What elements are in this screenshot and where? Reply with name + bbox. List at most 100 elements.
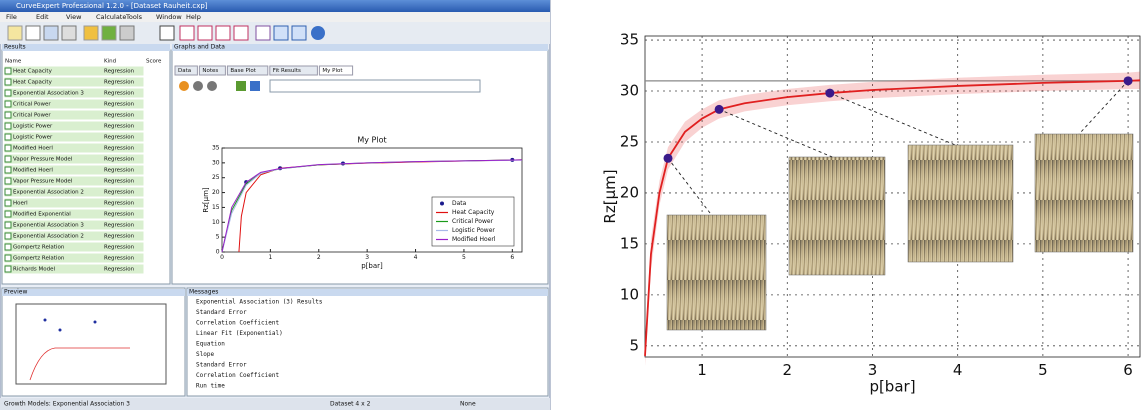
leader-line: [718, 108, 833, 158]
status-text: None: [460, 401, 476, 408]
tab-label: Fit Results: [273, 68, 301, 74]
row-icon: [4, 144, 12, 152]
result-cell: Regression: [104, 223, 135, 229]
result-cell: Modified Hoerl: [13, 168, 53, 174]
result-cell: Regression: [104, 146, 135, 152]
result-row: [3, 65, 145, 77]
result-cell: Vapor Pressure Model: [13, 157, 73, 163]
result-cell: Hoerl: [13, 201, 28, 207]
result-row: [3, 76, 145, 88]
row-icon: [4, 232, 12, 240]
row-icon: [4, 155, 12, 163]
leader-line: [829, 92, 956, 146]
tab: [174, 65, 198, 76]
results-header: Name: [5, 59, 22, 65]
result-row: [3, 219, 145, 231]
result-row: [3, 109, 145, 121]
panel-header: [172, 44, 548, 51]
tab-label: My Plot: [322, 68, 343, 74]
tab-label: Data: [178, 68, 191, 74]
micrograph-photo: [788, 156, 886, 276]
result-row: [3, 175, 145, 187]
result-row: [3, 241, 145, 253]
row-icon: [4, 133, 12, 141]
y-tick-label: 10: [212, 219, 220, 226]
y-tick-label: 5: [216, 234, 220, 241]
y-tick-label: 10: [620, 285, 639, 303]
micrograph-photo: [907, 144, 1014, 263]
micrograph-photo: [666, 214, 767, 331]
messages-panel: [186, 287, 549, 397]
result-row: [3, 120, 145, 132]
row-icon: [4, 111, 12, 119]
result-cell: Regression: [104, 135, 135, 141]
panel-title: Graphs and Data: [174, 44, 225, 51]
message-line: Correlation Coefficient: [196, 320, 279, 327]
result-cell: Regression: [104, 267, 135, 273]
tab: [198, 65, 226, 76]
row-icon: [4, 254, 12, 262]
row-icon: [4, 221, 12, 229]
y-tick-label: 20: [620, 183, 639, 201]
panel-header: [2, 289, 185, 296]
message-line: Standard Error: [196, 309, 247, 316]
menu-item: Tools: [125, 13, 143, 21]
menu-item: View: [66, 13, 82, 21]
result-row: [3, 142, 145, 154]
x-tick-label: 6: [510, 254, 514, 261]
result-row: [3, 131, 145, 143]
y-axis-label: Rz[µm]: [601, 169, 619, 223]
result-cell: Vapor Pressure Model: [13, 179, 73, 185]
menu-item: Window: [156, 13, 182, 21]
data-point: [1123, 76, 1133, 86]
leader-line: [1078, 80, 1129, 135]
result-cell: Regression: [104, 256, 135, 262]
result-cell: Regression: [104, 157, 135, 163]
result-row: [3, 263, 145, 275]
result-cell: Logistic Power: [13, 135, 53, 141]
y-tick-label: 15: [212, 204, 220, 211]
message-line: Exponential Association (3) Results: [196, 299, 323, 306]
result-cell: Logistic Power: [13, 124, 53, 130]
result-cell: Exponential Association 3: [13, 223, 84, 229]
row-icon: [4, 166, 12, 174]
panel-title: Preview: [4, 289, 27, 296]
panel-title: Results: [4, 44, 26, 51]
y-tick-label: 25: [620, 132, 639, 150]
panel-title: Messages: [189, 289, 218, 296]
menu-item: Calculate: [96, 13, 126, 21]
result-row: [3, 208, 145, 220]
result-cell: Exponential Association 2: [13, 190, 84, 196]
panel-header: [187, 289, 548, 296]
menu-item: Help: [186, 13, 201, 21]
result-row: [3, 197, 145, 209]
x-tick-label: 3: [365, 254, 369, 261]
result-row: [3, 87, 145, 99]
preview-plot: [15, 303, 167, 385]
result-row: [3, 186, 145, 198]
series-line: [221, 159, 523, 253]
x-tick-label: 4: [953, 361, 963, 379]
menu-bar: [0, 12, 550, 22]
status-text: Dataset 4 x 2: [330, 401, 371, 408]
results-header: Kind: [104, 59, 116, 65]
x-tick-label: 5: [1038, 361, 1048, 379]
micrograph-photo: [1034, 133, 1134, 253]
result-cell: Regression: [104, 245, 135, 251]
result-cell: Gompertz Relation: [13, 256, 65, 262]
legend-label: Data: [452, 200, 467, 207]
legend-label: Critical Power: [452, 218, 494, 225]
result-row: [3, 164, 145, 176]
result-row: [3, 252, 145, 264]
x-tick-label: 4: [414, 254, 418, 261]
legend-label: Heat Capacity: [452, 209, 495, 216]
y-tick-label: 25: [212, 174, 220, 181]
message-line: Slope: [196, 351, 214, 358]
data-point: [663, 153, 673, 163]
legend-label: Logistic Power: [452, 227, 495, 234]
result-cell: Critical Power: [13, 113, 51, 119]
y-axis-label: Rz[µm]: [202, 187, 210, 213]
y-tick-label: 35: [620, 31, 639, 49]
x-tick-label: 1: [697, 361, 707, 379]
